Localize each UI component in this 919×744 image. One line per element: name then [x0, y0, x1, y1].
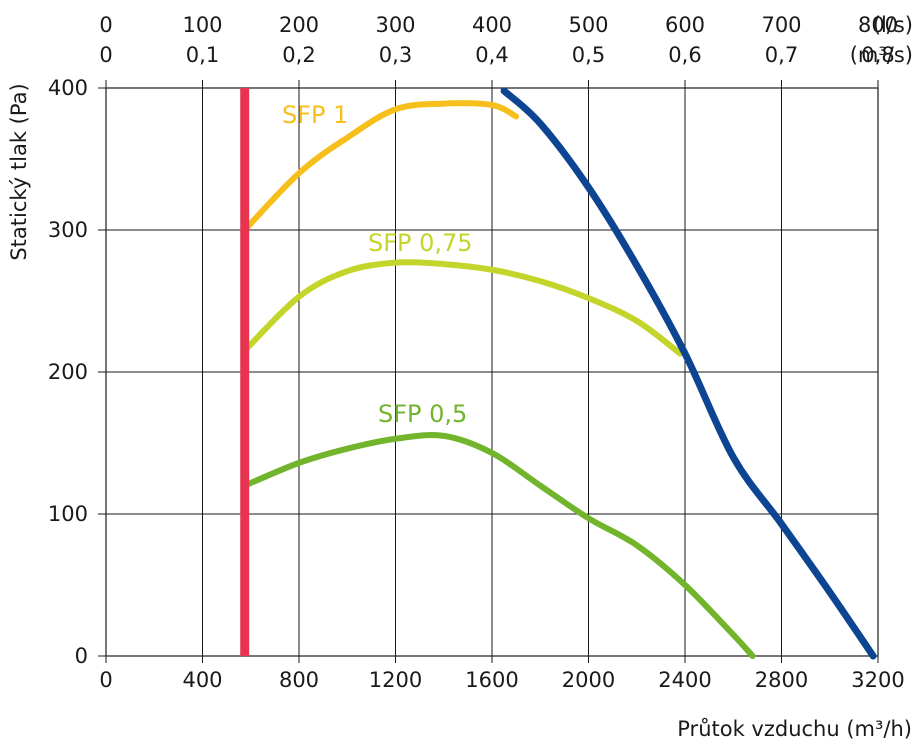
top-ls-tick-label: 200 [279, 13, 319, 37]
sfp-1-curve [241, 100, 520, 233]
curve-label-sfp-0-75-curve: SFP 0,75 [368, 229, 473, 257]
top-ls-tick-label: 500 [568, 13, 608, 37]
top-ls-tick-label: 600 [665, 13, 705, 37]
top-m3s-tick-label: 0,1 [186, 43, 219, 67]
x-tick-label: 800 [279, 668, 319, 692]
top-ls-unit: (l/s) [873, 13, 913, 37]
top-m3s-tick-label: 0,7 [765, 43, 798, 67]
top-ls-tick-label: 100 [182, 13, 222, 37]
top-m3s-tick-label: 0,2 [282, 43, 315, 67]
top-m3s-tick-label: 0,3 [379, 43, 412, 67]
y-axis-title: Statický tlak (Pa) [7, 83, 31, 260]
curves [240, 87, 877, 660]
x-tick-label: 0 [99, 668, 112, 692]
x-tick-label: 3200 [851, 668, 904, 692]
curve-label-sfp-0-5-curve: SFP 0,5 [378, 400, 467, 428]
y-tick-label: 300 [48, 218, 88, 242]
x-tick-label: 2000 [562, 668, 615, 692]
top-m3s-unit: (m³/s) [850, 43, 913, 67]
sfp-0-5-curve [241, 432, 756, 659]
top-ls-tick-label: 300 [375, 13, 415, 37]
x-tick-label: 2800 [755, 668, 808, 692]
top-m3s-tick-label: 0,8 [861, 43, 894, 67]
x-tick-label: 1600 [465, 668, 518, 692]
labels: 0004001000,18002000,212003000,316004000,… [48, 13, 913, 692]
y-tick-label: 200 [48, 360, 88, 384]
x-axis-title: Průtok vzduchu (m³/h) [677, 717, 912, 741]
x-tick-label: 2400 [658, 668, 711, 692]
top-ls-tick-label: 800 [858, 13, 898, 37]
curve-label-sfp-1-curve: SFP 1 [282, 101, 348, 129]
y-tick-label: 400 [48, 76, 88, 100]
top-ls-tick-label: 700 [761, 13, 801, 37]
top-m3s-tick-label: 0,6 [668, 43, 701, 67]
max-performance-curve [500, 87, 877, 660]
top-m3s-tick-label: 0 [99, 43, 112, 67]
top-ls-tick-label: 400 [472, 13, 512, 37]
grid [98, 80, 879, 663]
sfp-0-75-curve [241, 259, 684, 357]
x-tick-label: 400 [182, 668, 222, 692]
top-m3s-tick-label: 0,4 [475, 43, 508, 67]
top-m3s-tick-label: 0,5 [572, 43, 605, 67]
top-ls-tick-label: 0 [99, 13, 112, 37]
y-tick-label: 0 [75, 644, 88, 668]
x-tick-label: 1200 [369, 668, 422, 692]
y-tick-label: 100 [48, 502, 88, 526]
